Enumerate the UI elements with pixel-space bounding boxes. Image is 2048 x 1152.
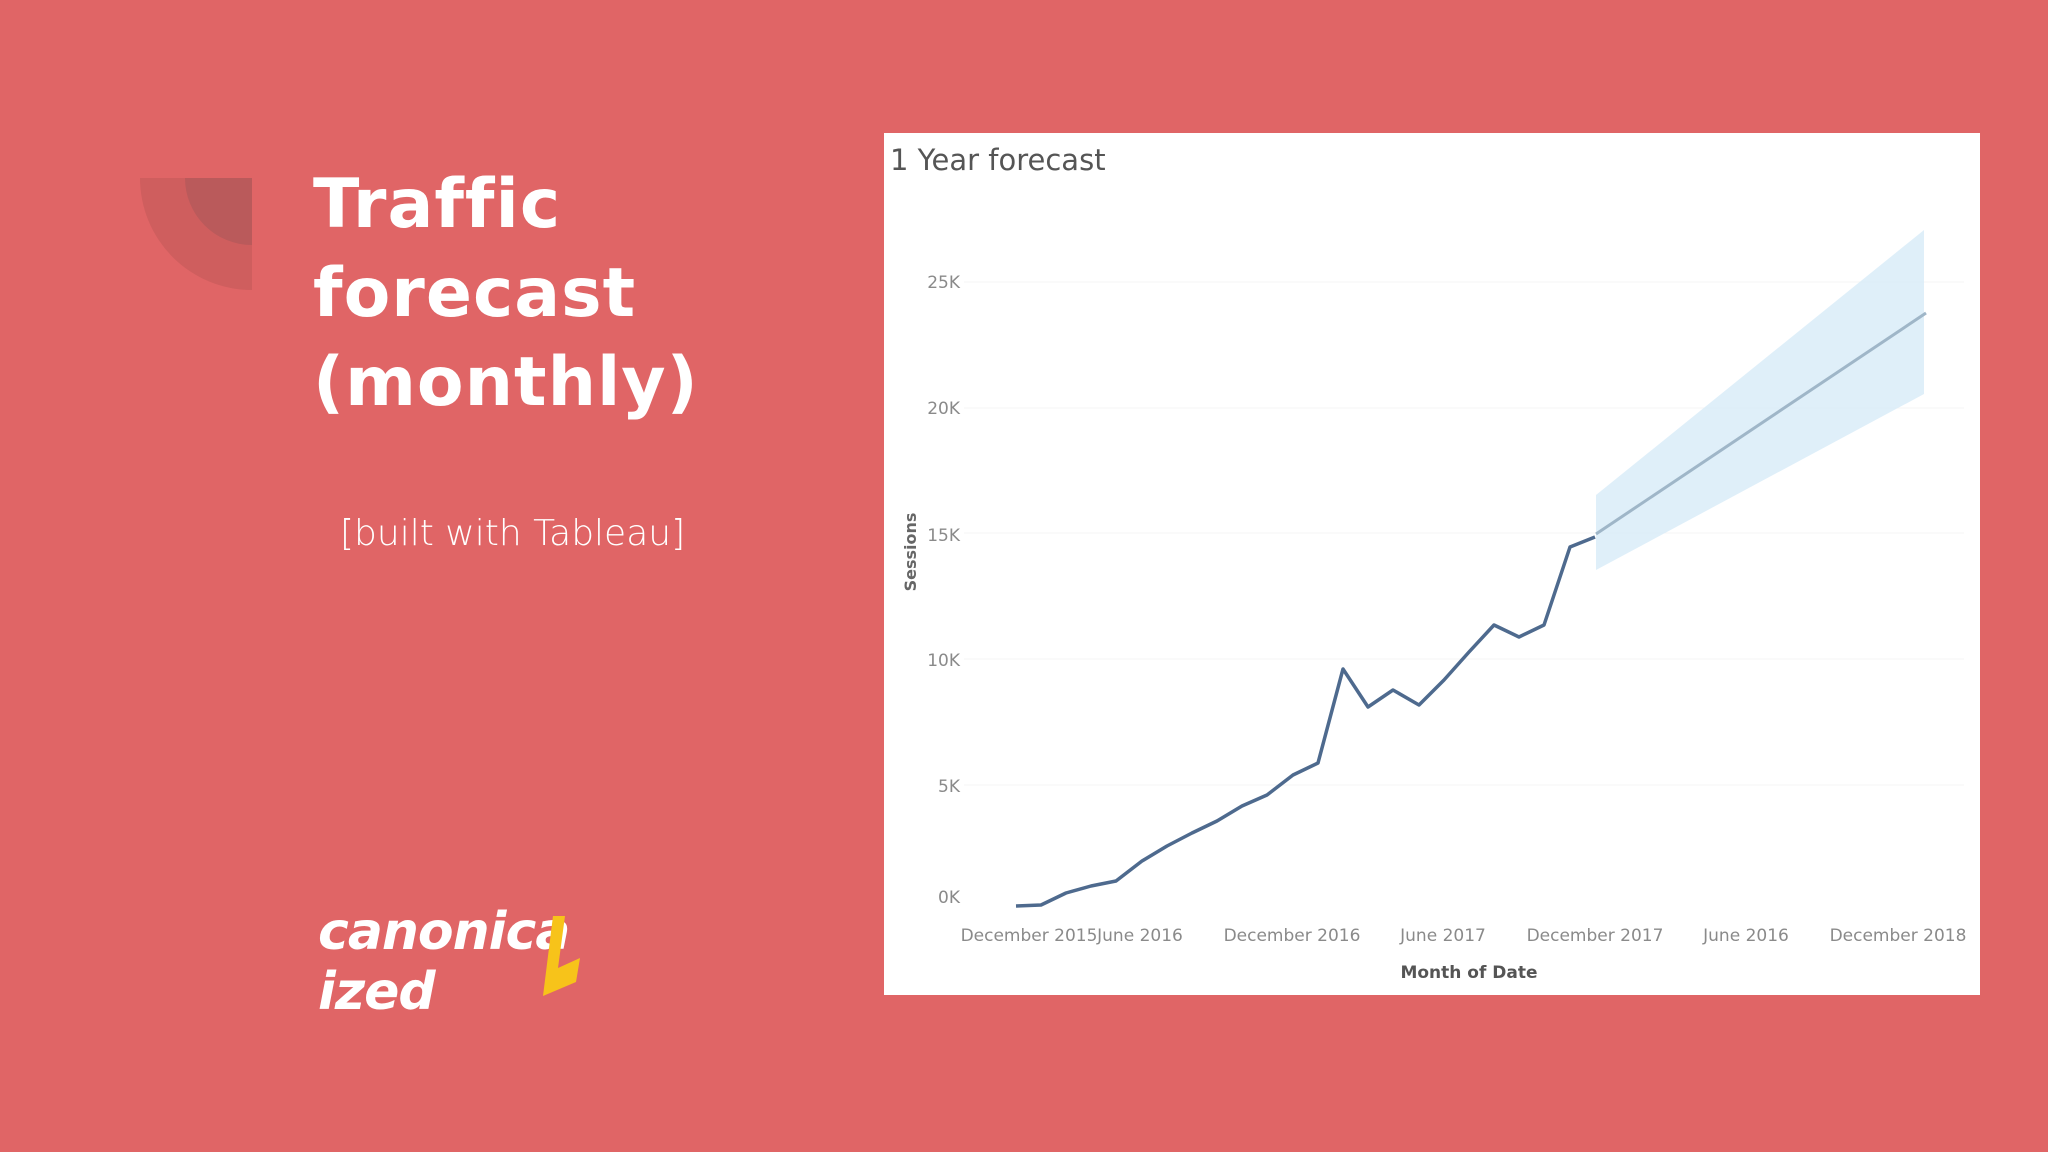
x-tick: December 2017: [1527, 926, 1664, 946]
title-line-1: Traffic: [313, 165, 562, 244]
y-tick: 5K: [938, 777, 961, 797]
logo-text-end: ized: [318, 962, 436, 1022]
logo-l-lightning-icon: [543, 916, 580, 996]
x-tick: December 2015: [961, 926, 1098, 946]
forecast-confidence-band: [1596, 230, 1924, 570]
x-tick: June 2016: [1096, 926, 1183, 946]
y-tick: 20K: [927, 399, 961, 419]
x-tick: December 2016: [1224, 926, 1361, 946]
decorative-quarter-circles: [140, 178, 252, 290]
slide-title: Traffic forecast (monthly): [313, 160, 733, 427]
y-tick: 10K: [927, 651, 961, 671]
y-tick: 15K: [927, 526, 961, 546]
y-axis-label: Sessions: [901, 513, 920, 592]
forecast-chart: 25K 20K 15K 10K 5K 0K Sessions December …: [901, 230, 1967, 983]
y-tick: 0K: [938, 888, 961, 908]
x-tick: June 2016: [1702, 926, 1789, 946]
x-tick: December 2018: [1830, 926, 1967, 946]
slide-subtitle: [built with Tableau]: [340, 513, 686, 554]
y-axis-ticks: 25K 20K 15K 10K 5K 0K: [927, 273, 961, 908]
y-tick: 25K: [927, 273, 961, 293]
forecast-line: [1595, 311, 1927, 536]
forecast-chart-panel: 1 Year forecast 25K 20K 15K 10K 5K 0K Se…: [884, 133, 1980, 995]
title-line-2: forecast: [313, 254, 637, 333]
x-axis-label: Month of Date: [1400, 963, 1537, 983]
logo-text-start: canonica: [318, 902, 570, 962]
canonicalized-logo: canonicaized: [318, 902, 678, 1022]
x-tick: June 2017: [1399, 926, 1486, 946]
logo-wordmark: canonicaized: [318, 902, 678, 1022]
x-axis-ticks: December 2015 June 2016 December 2016 Ju…: [961, 926, 1967, 946]
title-line-3: (monthly): [313, 343, 699, 422]
chart-title: 1 Year forecast: [890, 143, 1106, 177]
actual-sessions-line: [1015, 535, 1596, 908]
